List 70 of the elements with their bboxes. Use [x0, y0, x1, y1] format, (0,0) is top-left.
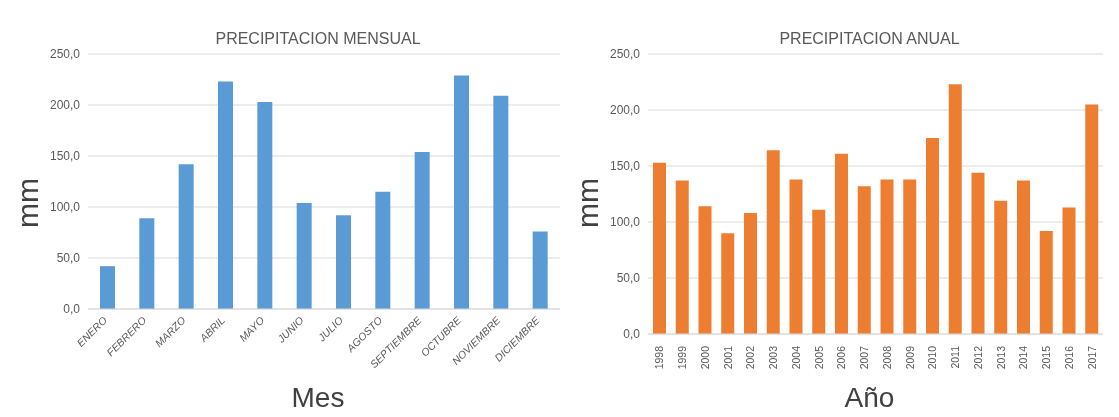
bar — [375, 191, 391, 309]
bar — [1017, 180, 1030, 334]
bar — [721, 233, 735, 334]
y-tick-label: 100,0 — [49, 200, 81, 215]
bar — [218, 81, 233, 309]
y-tick-label: 250,0 — [609, 47, 641, 62]
bar — [744, 213, 757, 334]
x-tick-label: 2009 — [903, 345, 916, 370]
x-tick-label: 2015 — [1040, 345, 1053, 370]
x-tick-label: 2002 — [744, 345, 757, 370]
bar — [336, 215, 351, 309]
bar — [698, 206, 712, 334]
bar — [414, 151, 430, 309]
x-axis-title: Año — [843, 382, 896, 414]
bar — [1039, 230, 1053, 334]
y-tick-label: 0,0 — [63, 302, 81, 317]
y-tick-label: 50,0 — [616, 271, 641, 286]
x-axis-title: Mes — [290, 382, 346, 414]
x-tick-label: 2005 — [812, 345, 825, 370]
bar — [835, 153, 848, 334]
y-tick-label: 150,0 — [609, 159, 641, 174]
bar — [857, 186, 871, 334]
y-axis-title: mm — [11, 178, 45, 228]
y-tick-label: 150,0 — [49, 149, 81, 164]
y-tick-label: 50,0 — [56, 251, 81, 266]
bar — [178, 164, 194, 309]
x-tick-label: 2013 — [994, 345, 1007, 370]
bar — [994, 200, 1008, 334]
bar — [948, 84, 962, 334]
chart-title: PRECIPITACION MENSUAL — [214, 30, 422, 48]
x-tick-label: 2014 — [1017, 345, 1030, 370]
bar — [532, 231, 548, 309]
bar — [766, 150, 780, 334]
bar — [454, 75, 469, 309]
x-tick-label: 1998 — [653, 345, 666, 370]
x-tick-label: 2003 — [767, 345, 780, 370]
x-tick-label: 2001 — [721, 345, 734, 370]
x-tick-label: 2006 — [835, 345, 848, 370]
bar — [926, 138, 939, 334]
x-tick-label: 2016 — [1062, 345, 1075, 370]
bar — [493, 95, 509, 309]
y-tick-label: 0,0 — [623, 327, 641, 342]
x-tick-label: 2017 — [1085, 345, 1098, 370]
chart-title: PRECIPITACION ANUAL — [778, 30, 961, 48]
x-tick-label: 2000 — [698, 345, 711, 370]
x-tick-label: 2008 — [880, 345, 893, 370]
x-tick-label: 2012 — [971, 345, 984, 370]
bar — [903, 179, 917, 334]
x-tick-label: 2011 — [949, 345, 962, 369]
x-tick-label: 2010 — [926, 345, 939, 370]
bar — [653, 162, 666, 334]
x-tick-label: 2007 — [858, 345, 871, 370]
y-tick-label: 200,0 — [609, 103, 641, 118]
bar — [675, 180, 689, 334]
y-axis-title: mm — [571, 178, 605, 228]
bar — [1085, 104, 1099, 334]
bar — [139, 218, 155, 309]
bar — [880, 179, 894, 334]
bar — [812, 209, 826, 334]
bar — [100, 266, 115, 309]
bar — [1062, 207, 1076, 334]
x-tick-label: 2004 — [789, 345, 802, 370]
y-tick-label: 250,0 — [49, 47, 81, 62]
bar — [296, 202, 312, 309]
bar — [789, 179, 803, 334]
y-tick-label: 100,0 — [609, 215, 641, 230]
y-tick-label: 200,0 — [49, 98, 81, 113]
bar — [257, 101, 273, 309]
x-tick-label: 1999 — [676, 345, 689, 370]
bar — [971, 172, 985, 334]
